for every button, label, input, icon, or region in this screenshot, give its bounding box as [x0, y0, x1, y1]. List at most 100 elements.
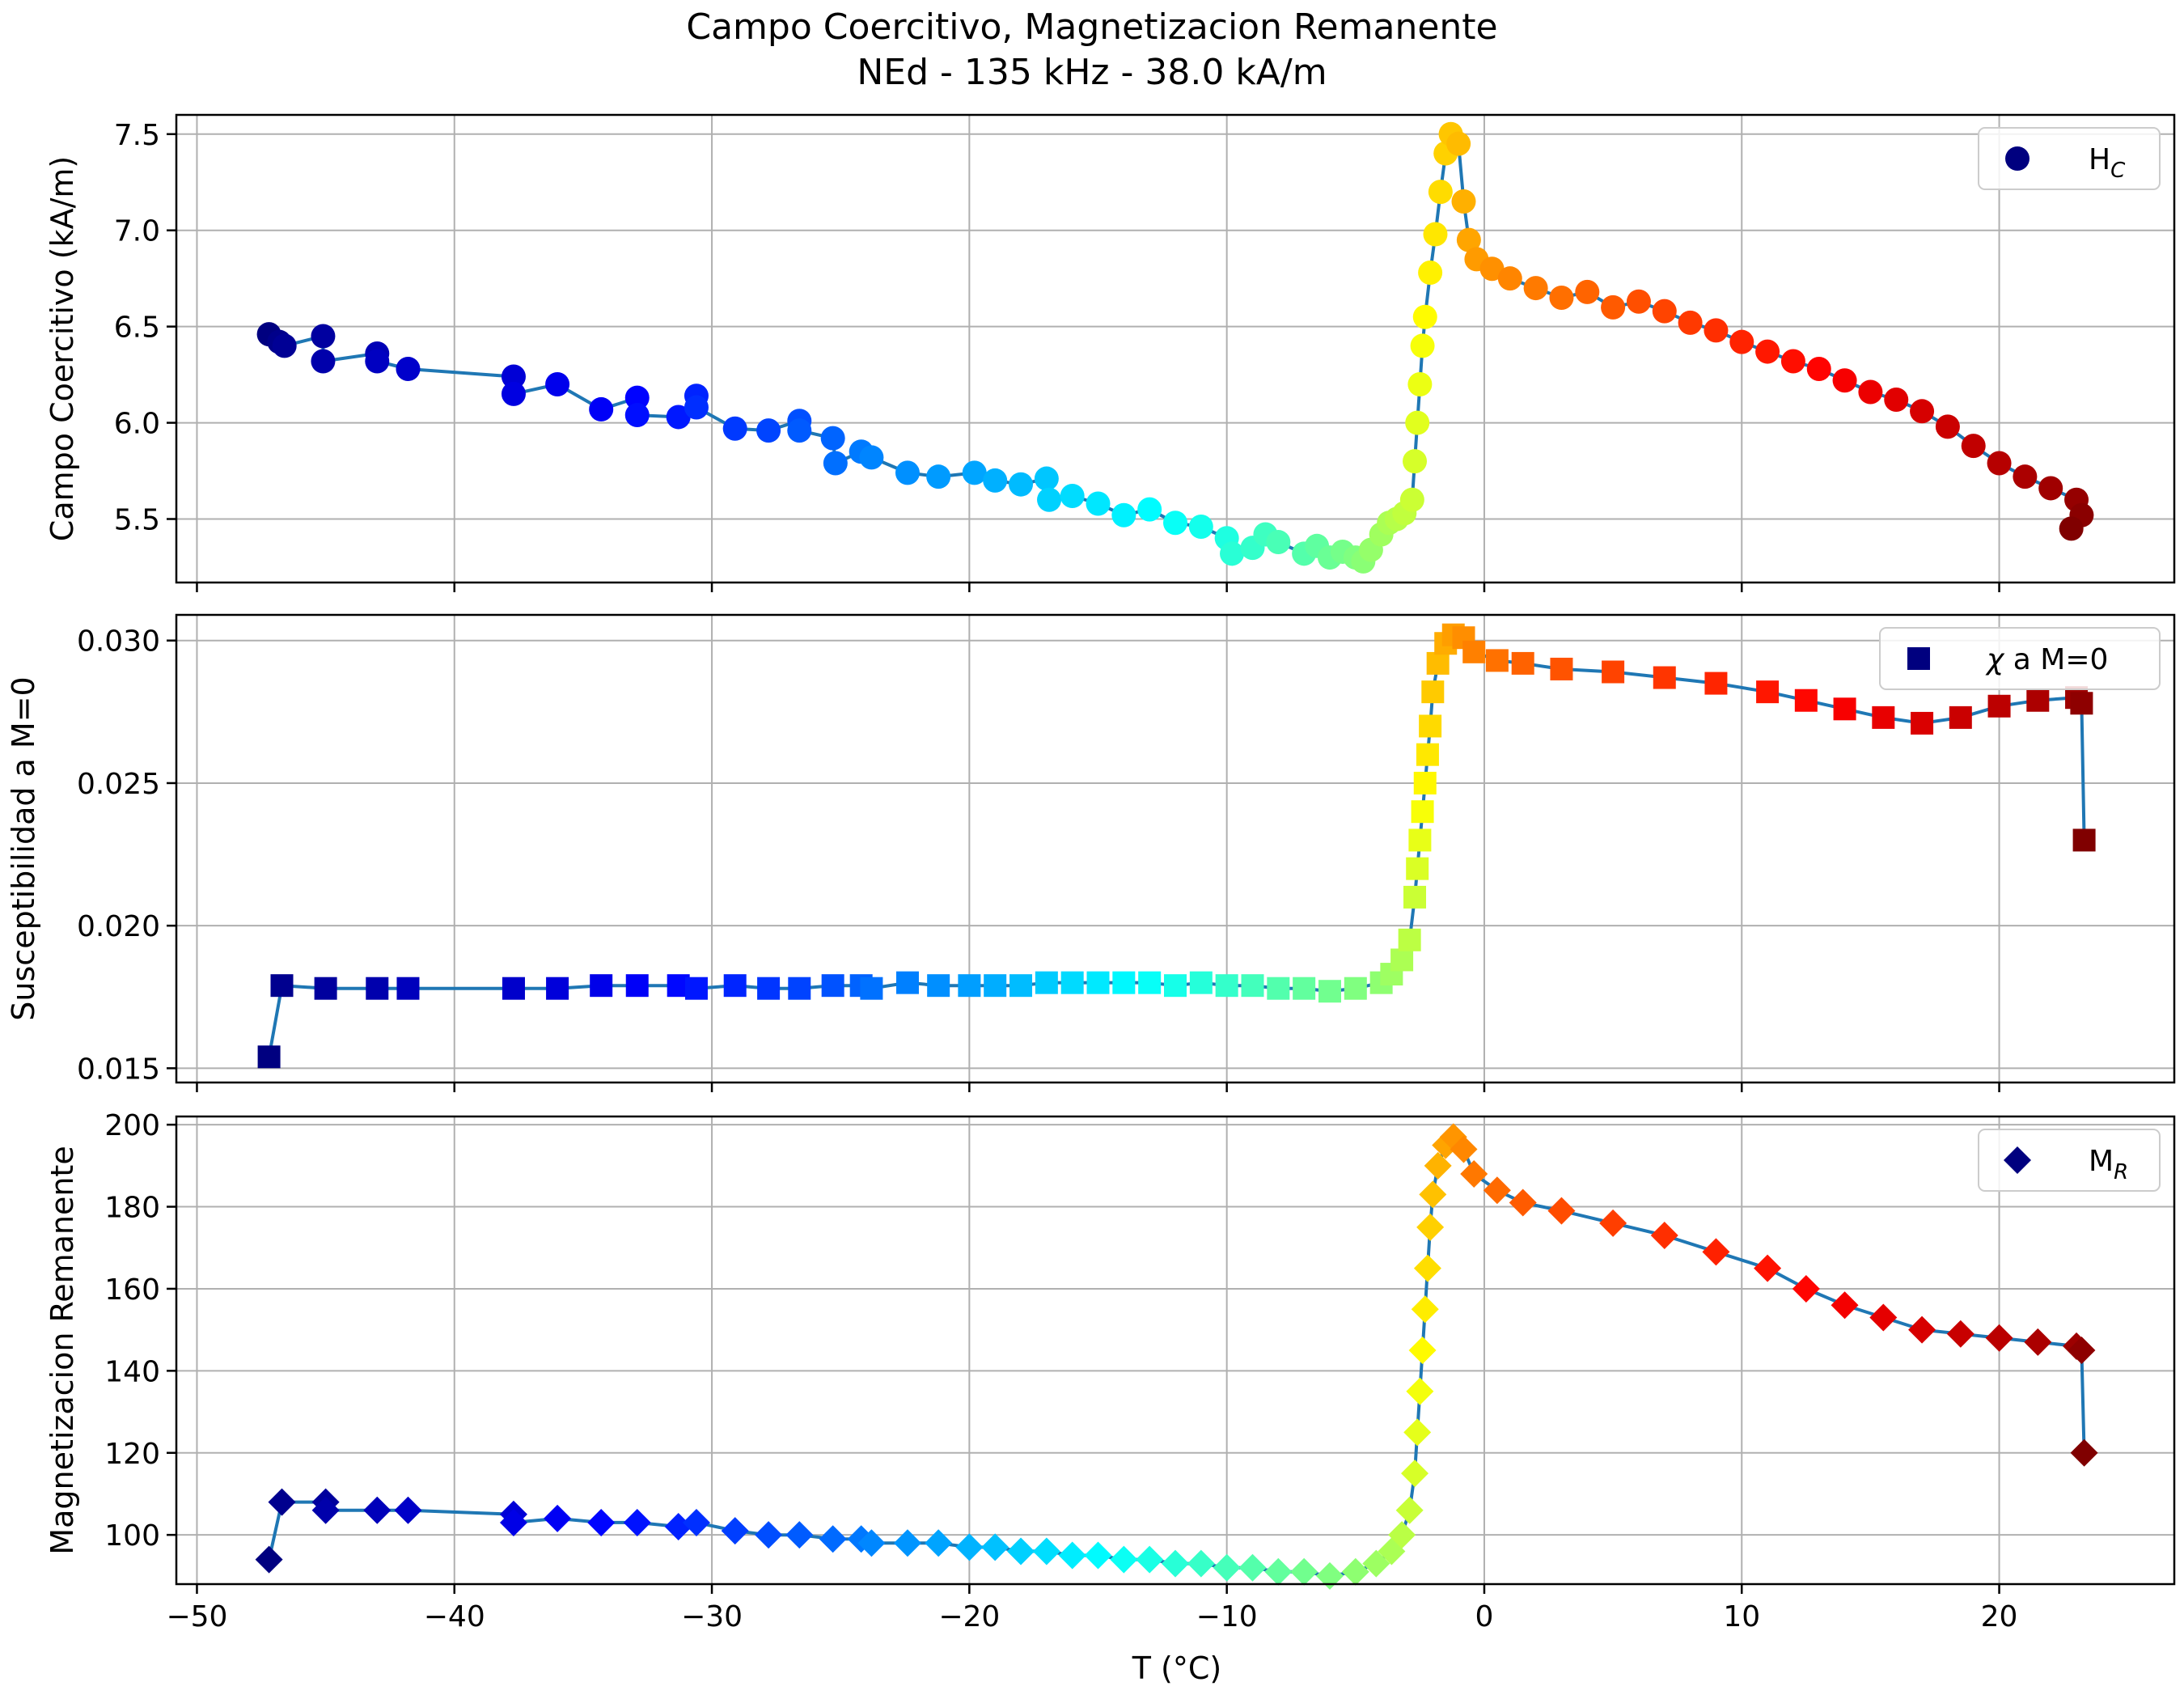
data-point [1188, 515, 1213, 540]
data-point [1833, 697, 1856, 721]
data-point [2059, 516, 2084, 541]
data-point [1111, 502, 1136, 527]
data-point [544, 1504, 572, 1532]
data-point [268, 1488, 296, 1516]
data-point [2013, 464, 2038, 489]
data-point [1007, 1537, 1035, 1566]
grid [176, 1116, 2174, 1584]
legend-subscript: R [2114, 1160, 2128, 1184]
data-point [1961, 434, 1986, 459]
data-points [255, 1123, 2098, 1590]
data-point [1411, 1295, 1439, 1324]
data-point [1238, 1553, 1267, 1582]
data-point [1163, 511, 1187, 536]
data-point [396, 977, 420, 1000]
data-point [723, 974, 747, 998]
data-point [1450, 1135, 1478, 1163]
data-point [1341, 1557, 1369, 1586]
data-point [1872, 705, 1895, 729]
data-point [270, 974, 294, 998]
data-point [1264, 1557, 1293, 1586]
data-point [684, 395, 709, 420]
data-point [2026, 688, 2050, 712]
legend: HC [1978, 127, 2161, 190]
data-point [1794, 688, 1818, 712]
data-point [756, 418, 781, 443]
data-point [1987, 451, 2012, 476]
data-point [1650, 1222, 1678, 1250]
x-tick-label: 0 [1475, 1600, 1494, 1633]
y-tick-label: 0.025 [77, 768, 160, 801]
y-tick-label: 7.0 [114, 215, 160, 248]
data-point [625, 974, 649, 998]
legend-symbol: H [2089, 143, 2110, 176]
data-point [895, 460, 920, 485]
data-point [501, 364, 526, 389]
data-point [984, 974, 1007, 998]
data-point [785, 1521, 814, 1549]
legend-subscript: C [2110, 159, 2126, 183]
data-point [2068, 1337, 2096, 1364]
axes-frame [175, 613, 2176, 1084]
data-point [1060, 971, 1084, 994]
data-point [1911, 711, 1934, 735]
data-point [721, 1517, 749, 1545]
data-point [366, 977, 389, 1000]
data-point [1884, 388, 1909, 413]
data-point [590, 974, 613, 998]
data-point [1755, 339, 1780, 364]
data-point [1831, 1291, 1859, 1320]
data-point [1136, 1545, 1164, 1574]
data-point [1405, 410, 1430, 435]
x-tick-label: −50 [166, 1600, 227, 1633]
data-point [1403, 449, 1428, 474]
series-line [267, 1135, 2086, 1578]
data-point [925, 1529, 953, 1557]
data-point [926, 464, 951, 489]
y-tick-label: 140 [104, 1355, 160, 1388]
legend-symbol: M [2089, 1145, 2114, 1178]
data-point [1407, 372, 1433, 397]
data-point [2024, 1328, 2052, 1356]
x-tick-label: −20 [938, 1600, 1000, 1633]
data-point [1946, 1320, 1974, 1348]
data-point [1213, 1553, 1241, 1582]
data-point [2070, 1438, 2098, 1467]
data-point [1602, 660, 1625, 684]
data-point [893, 1529, 921, 1557]
data-point [1162, 1549, 1189, 1578]
data-point [664, 1513, 692, 1541]
data-point [821, 974, 844, 998]
data-point [1410, 333, 1435, 358]
y-tick-label: 0.015 [77, 1053, 160, 1086]
data-point [1189, 971, 1213, 994]
data-point [396, 356, 421, 381]
data-point [788, 977, 811, 1000]
data-point [1446, 131, 1471, 156]
data-point [1164, 974, 1187, 998]
data-point [1035, 971, 1058, 994]
data-point [981, 1533, 1009, 1561]
data-point [624, 403, 650, 428]
legend-text: a M=0 [2004, 643, 2108, 676]
data-point [1086, 491, 1111, 516]
data-point [820, 426, 845, 451]
data-point [1362, 1549, 1390, 1578]
data-point [1344, 977, 1367, 1000]
data-point [1408, 1337, 1437, 1364]
legend-box [1879, 627, 2161, 690]
data-point [1315, 1561, 1344, 1590]
data-point [1780, 349, 1805, 374]
data-point [1388, 1521, 1416, 1549]
data-point [958, 974, 981, 998]
data-point [311, 349, 336, 374]
data-point [859, 445, 884, 470]
data-point [1483, 1176, 1511, 1205]
data-point [624, 385, 650, 410]
data-point [1426, 651, 1450, 675]
data-point [1497, 266, 1522, 291]
data-point [365, 349, 390, 374]
data-point [755, 1521, 783, 1549]
data-point [501, 381, 526, 406]
